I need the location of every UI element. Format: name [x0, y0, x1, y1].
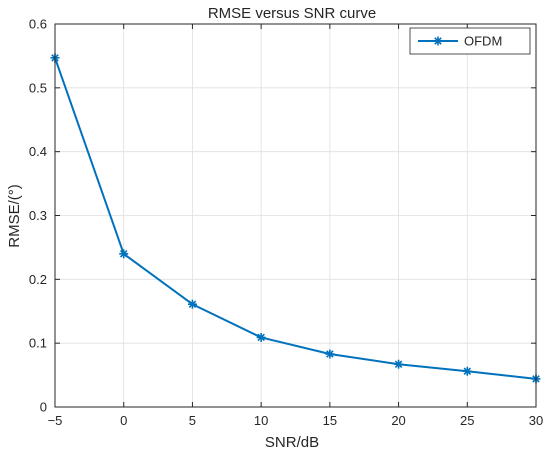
data-point-marker [325, 349, 335, 359]
y-tick-label: 0.2 [29, 272, 47, 287]
y-tick-label: 0.6 [29, 17, 47, 32]
y-axis-ticks: 0 0.1 0.2 0.3 0.4 0.5 0.6 [29, 17, 536, 415]
legend-asterisk [433, 36, 443, 46]
data-point-marker [462, 366, 472, 376]
y-tick-label: 0.3 [29, 208, 47, 223]
x-axis-ticks: −5 0 5 10 15 20 25 30 [48, 24, 543, 428]
x-tick-label: 5 [189, 413, 196, 428]
marker-stroke [188, 300, 197, 308]
marker-stroke [394, 360, 403, 368]
y-tick-label: 0.1 [29, 336, 47, 351]
marker-stroke [257, 333, 265, 342]
x-tick-label: 10 [254, 413, 268, 428]
y-tick-label: 0 [40, 400, 47, 415]
data-point-marker [187, 299, 197, 309]
chart-title: RMSE versus SNR curve [208, 5, 376, 22]
y-axis-label: RMSE/(°) [6, 184, 23, 248]
legend-label-ofdm: OFDM [464, 34, 502, 49]
marker-stroke [119, 250, 128, 258]
marker-stroke [463, 367, 472, 376]
data-point-marker [119, 249, 129, 259]
x-tick-label: 15 [323, 413, 337, 428]
data-point-marker [394, 359, 404, 369]
x-axis-label: SNR/dB [265, 434, 319, 451]
x-tick-label: 20 [391, 413, 405, 428]
x-tick-label: −5 [48, 413, 63, 428]
legend: OFDM [409, 27, 531, 55]
legend-marker-ofdm [433, 36, 443, 46]
data-point-marker [256, 332, 266, 342]
y-tick-label: 0.4 [29, 144, 47, 159]
series-line-ofdm [54, 57, 537, 380]
x-tick-label: 30 [529, 413, 543, 428]
y-tick-label: 0.5 [29, 80, 47, 95]
marker-stroke [326, 350, 334, 358]
x-tick-label: 0 [120, 413, 127, 428]
marker-stroke [434, 37, 442, 45]
x-tick-label: 25 [460, 413, 474, 428]
